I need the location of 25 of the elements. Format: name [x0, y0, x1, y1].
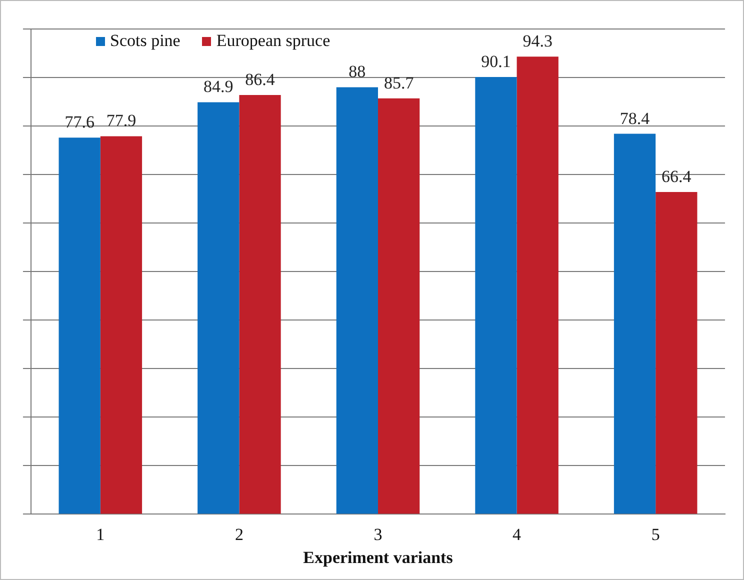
- data-label: 94.3: [522, 32, 552, 51]
- data-label: 88: [348, 62, 366, 82]
- bar: [378, 98, 420, 514]
- legend-label: European spruce: [215, 31, 330, 51]
- data-label: 78.4: [620, 108, 650, 128]
- x-tick-label: 3: [374, 524, 382, 544]
- bar: [656, 192, 698, 514]
- x-tick-label: 2: [234, 524, 244, 544]
- bar: [58, 138, 100, 514]
- data-label: 84.9: [204, 77, 234, 96]
- bar: [100, 136, 142, 514]
- x-tick-label: 1: [96, 524, 105, 544]
- bar: [239, 94, 281, 514]
- bar: [614, 134, 656, 514]
- bar: [336, 87, 378, 514]
- data-label: 85.7: [384, 73, 414, 92]
- legend-label: Scots pine: [109, 31, 180, 51]
- data-label: 77.9: [106, 111, 136, 130]
- bar: [516, 56, 558, 514]
- bar: [475, 77, 517, 514]
- x-tick-label: 5: [651, 524, 660, 544]
- x-tick-label: 4: [512, 524, 522, 544]
- x-axis-title: Experiment variants: [303, 548, 454, 568]
- bar: [198, 102, 240, 514]
- data-label: 90.1: [481, 52, 511, 72]
